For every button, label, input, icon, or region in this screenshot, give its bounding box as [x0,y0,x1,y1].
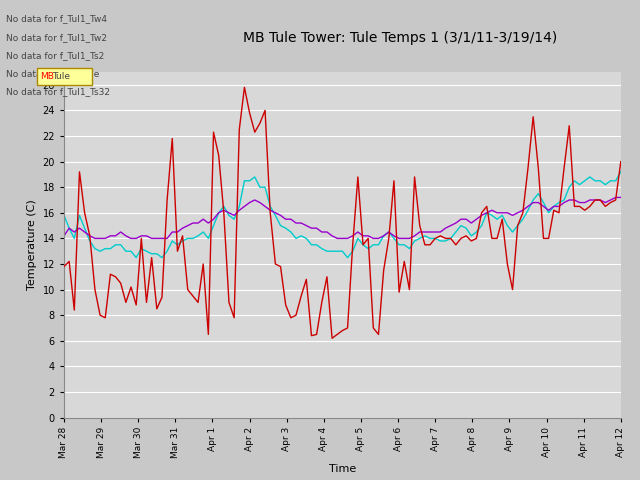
Text: MB: MB [40,72,54,81]
Text: No data for f_Tul1_Ts2: No data for f_Tul1_Ts2 [6,51,105,60]
Text: No data for f_Tul1_Ts32: No data for f_Tul1_Ts32 [6,87,111,96]
Text: No data for f_Tul1_Tw4: No data for f_Tul1_Tw4 [6,14,108,24]
Text: MB Tule Tower: Tule Temps 1 (3/1/11-3/19/14): MB Tule Tower: Tule Temps 1 (3/1/11-3/19… [243,31,557,45]
X-axis label: Time: Time [329,464,356,474]
Text: No data for f_MBTule: No data for f_MBTule [6,69,100,78]
Text: Tule: Tule [52,72,70,81]
Text: No data for f_Tul1_Tw2: No data for f_Tul1_Tw2 [6,33,108,42]
Y-axis label: Temperature (C): Temperature (C) [27,199,37,290]
